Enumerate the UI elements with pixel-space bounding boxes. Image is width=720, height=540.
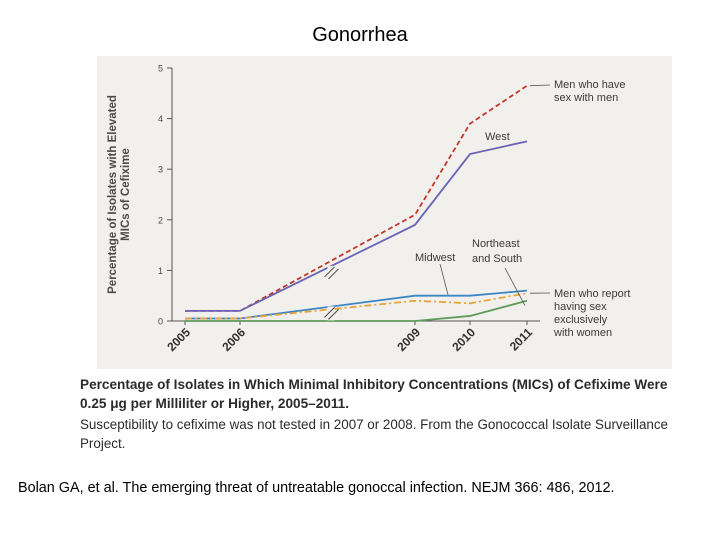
series-line-4 bbox=[185, 299, 528, 322]
y-tick-label: 4 bbox=[158, 114, 163, 124]
series-line-3 bbox=[185, 292, 528, 320]
msw-label: Men who report bbox=[554, 288, 630, 300]
caption-title: Percentage of Isolates in Which Minimal … bbox=[80, 377, 668, 411]
chart-panel bbox=[97, 56, 672, 369]
northeast-south-label: and South bbox=[472, 253, 522, 265]
msm-label: sex with men bbox=[554, 92, 618, 104]
msm-leader bbox=[529, 84, 551, 87]
citation: Bolan GA, et al. The emerging threat of … bbox=[18, 480, 615, 496]
y-tick-label: 2 bbox=[158, 215, 163, 225]
msw-label: with women bbox=[553, 327, 612, 339]
break-marker-lower bbox=[328, 309, 339, 320]
msw-label: exclusively bbox=[554, 314, 608, 326]
y-tick-label: 0 bbox=[158, 317, 163, 327]
nes-leader bbox=[504, 267, 526, 306]
figure-caption: Percentage of Isolates in Which Minimal … bbox=[80, 375, 680, 453]
msw-label: having sex bbox=[554, 301, 607, 313]
y-axis-label: MICs of Cefixime bbox=[120, 148, 132, 241]
break-marker-lower bbox=[324, 307, 335, 318]
midwest-label: Midwest bbox=[415, 252, 455, 264]
msm-label: Men who have bbox=[554, 79, 626, 91]
break-marker-upper bbox=[324, 266, 335, 278]
y-tick-label: 1 bbox=[158, 266, 163, 276]
series-line-1 bbox=[185, 140, 528, 312]
slide-title: Gonorrhea bbox=[312, 24, 408, 46]
caption-note: Susceptibility to cefixime was not teste… bbox=[80, 417, 669, 451]
line-chart: Percentage of Isolates with Elevated MICs… bbox=[97, 56, 672, 369]
break-marker-upper-gap bbox=[327, 265, 335, 280]
west-label: West bbox=[485, 131, 510, 143]
chart-figure: Percentage of Isolates with Elevated MICs… bbox=[80, 53, 680, 465]
break-marker-lower-gap bbox=[327, 306, 335, 321]
y-tick-label: 5 bbox=[158, 64, 163, 74]
y-tick-label: 3 bbox=[158, 165, 163, 175]
break-marker-upper bbox=[328, 268, 339, 280]
y-axis-label: Percentage of Isolates with Elevated bbox=[107, 95, 119, 294]
midwest-leader bbox=[439, 263, 449, 295]
northeast-south-label: Northeast bbox=[472, 238, 520, 250]
